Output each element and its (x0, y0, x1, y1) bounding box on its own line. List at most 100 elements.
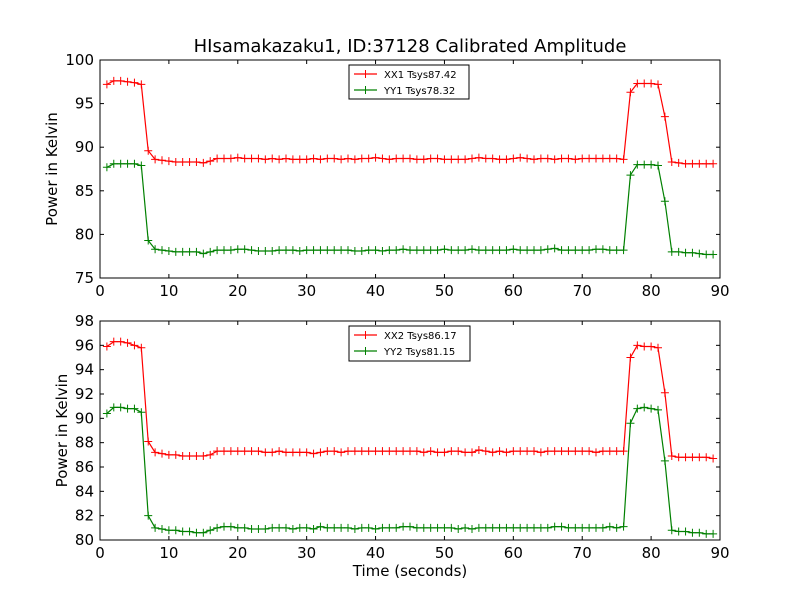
data-point (109, 76, 118, 85)
data-point (681, 159, 690, 168)
data-point (440, 155, 449, 164)
data-point (530, 447, 538, 456)
data-point (392, 246, 401, 255)
data-point (378, 154, 387, 163)
data-point (564, 447, 573, 456)
chart-panel-2: 0 10 20 30 40 50 60 70 80 90 80 82 84 86 88 90 92 94 96 98 P… (53, 312, 730, 580)
data-point (123, 338, 132, 347)
data-point (220, 522, 228, 531)
data-point (337, 448, 346, 457)
legend-entry: XX1 Tsys87.42 (384, 70, 457, 81)
data-point (275, 523, 284, 532)
data-point (660, 456, 669, 465)
data-point (220, 447, 228, 456)
data-point (633, 160, 642, 169)
data-point (674, 247, 683, 256)
data-point (137, 408, 146, 417)
data-point (578, 523, 587, 532)
data-point (309, 525, 318, 534)
data-point (640, 160, 649, 169)
data-point (667, 158, 676, 167)
data-point (350, 155, 359, 164)
data-point (481, 154, 490, 163)
data-point (164, 246, 173, 255)
data-point (192, 247, 201, 256)
data-point (474, 153, 483, 162)
y-tick-label: 84 (75, 482, 94, 500)
data-point (474, 246, 483, 255)
data-point (578, 246, 587, 255)
x-tick-label: 20 (228, 544, 247, 562)
data-point (350, 525, 359, 534)
y-tick-label: 92 (75, 385, 94, 403)
data-point (123, 159, 132, 168)
data-point (516, 447, 525, 456)
data-point (392, 523, 401, 532)
data-point (681, 248, 690, 257)
data-point (426, 447, 435, 456)
data-point (178, 452, 187, 461)
data-point (330, 447, 339, 456)
data-point (619, 246, 628, 255)
data-point (488, 246, 497, 255)
data-point (612, 447, 621, 456)
data-point (557, 447, 566, 456)
data-point (116, 337, 125, 346)
data-point (523, 523, 532, 532)
data-point (295, 246, 304, 255)
data-point (178, 158, 187, 167)
data-point (592, 245, 600, 254)
data-point (619, 155, 628, 164)
series-1 (102, 76, 718, 168)
data-point (654, 405, 662, 414)
data-point (578, 447, 587, 456)
data-point (612, 246, 621, 255)
legend-entry: YY1 Tsys78.32 (383, 86, 455, 97)
data-point (178, 247, 187, 256)
data-point (137, 161, 146, 170)
data-point (350, 447, 359, 456)
data-point (433, 154, 442, 163)
x-tick-label: 80 (642, 282, 661, 300)
data-point (461, 155, 470, 164)
y-tick-label: 80 (75, 225, 94, 243)
data-point (454, 525, 463, 534)
data-point (412, 447, 421, 456)
data-point (247, 447, 256, 456)
data-point (564, 523, 573, 532)
data-point (571, 523, 580, 532)
x-tick-label: 50 (435, 282, 454, 300)
y-tick-label: 90 (75, 409, 94, 427)
x-tick-label: 90 (710, 282, 729, 300)
data-point (447, 155, 456, 164)
data-point (654, 161, 662, 170)
data-point (116, 159, 125, 168)
data-point (468, 154, 476, 163)
data-point (116, 403, 125, 412)
data-point (385, 523, 394, 532)
data-point (357, 154, 366, 163)
data-point (206, 526, 215, 535)
data-point (447, 447, 456, 456)
data-point (144, 236, 153, 245)
data-point (612, 523, 621, 532)
data-point (509, 447, 518, 456)
data-point (226, 522, 235, 531)
data-point (433, 246, 442, 255)
data-point (502, 155, 511, 164)
data-point (509, 154, 518, 163)
data-point (385, 246, 394, 255)
y-tick-label: 75 (75, 269, 94, 287)
data-point (412, 246, 421, 255)
data-point (302, 523, 311, 532)
data-point (654, 80, 662, 89)
data-point (144, 511, 153, 520)
data-point (350, 246, 359, 255)
data-point (598, 154, 607, 163)
data-point (426, 246, 435, 255)
data-point (240, 447, 249, 456)
data-point (302, 155, 311, 164)
data-point (371, 246, 380, 255)
x-tick-label: 20 (228, 282, 247, 300)
data-point (268, 448, 277, 457)
